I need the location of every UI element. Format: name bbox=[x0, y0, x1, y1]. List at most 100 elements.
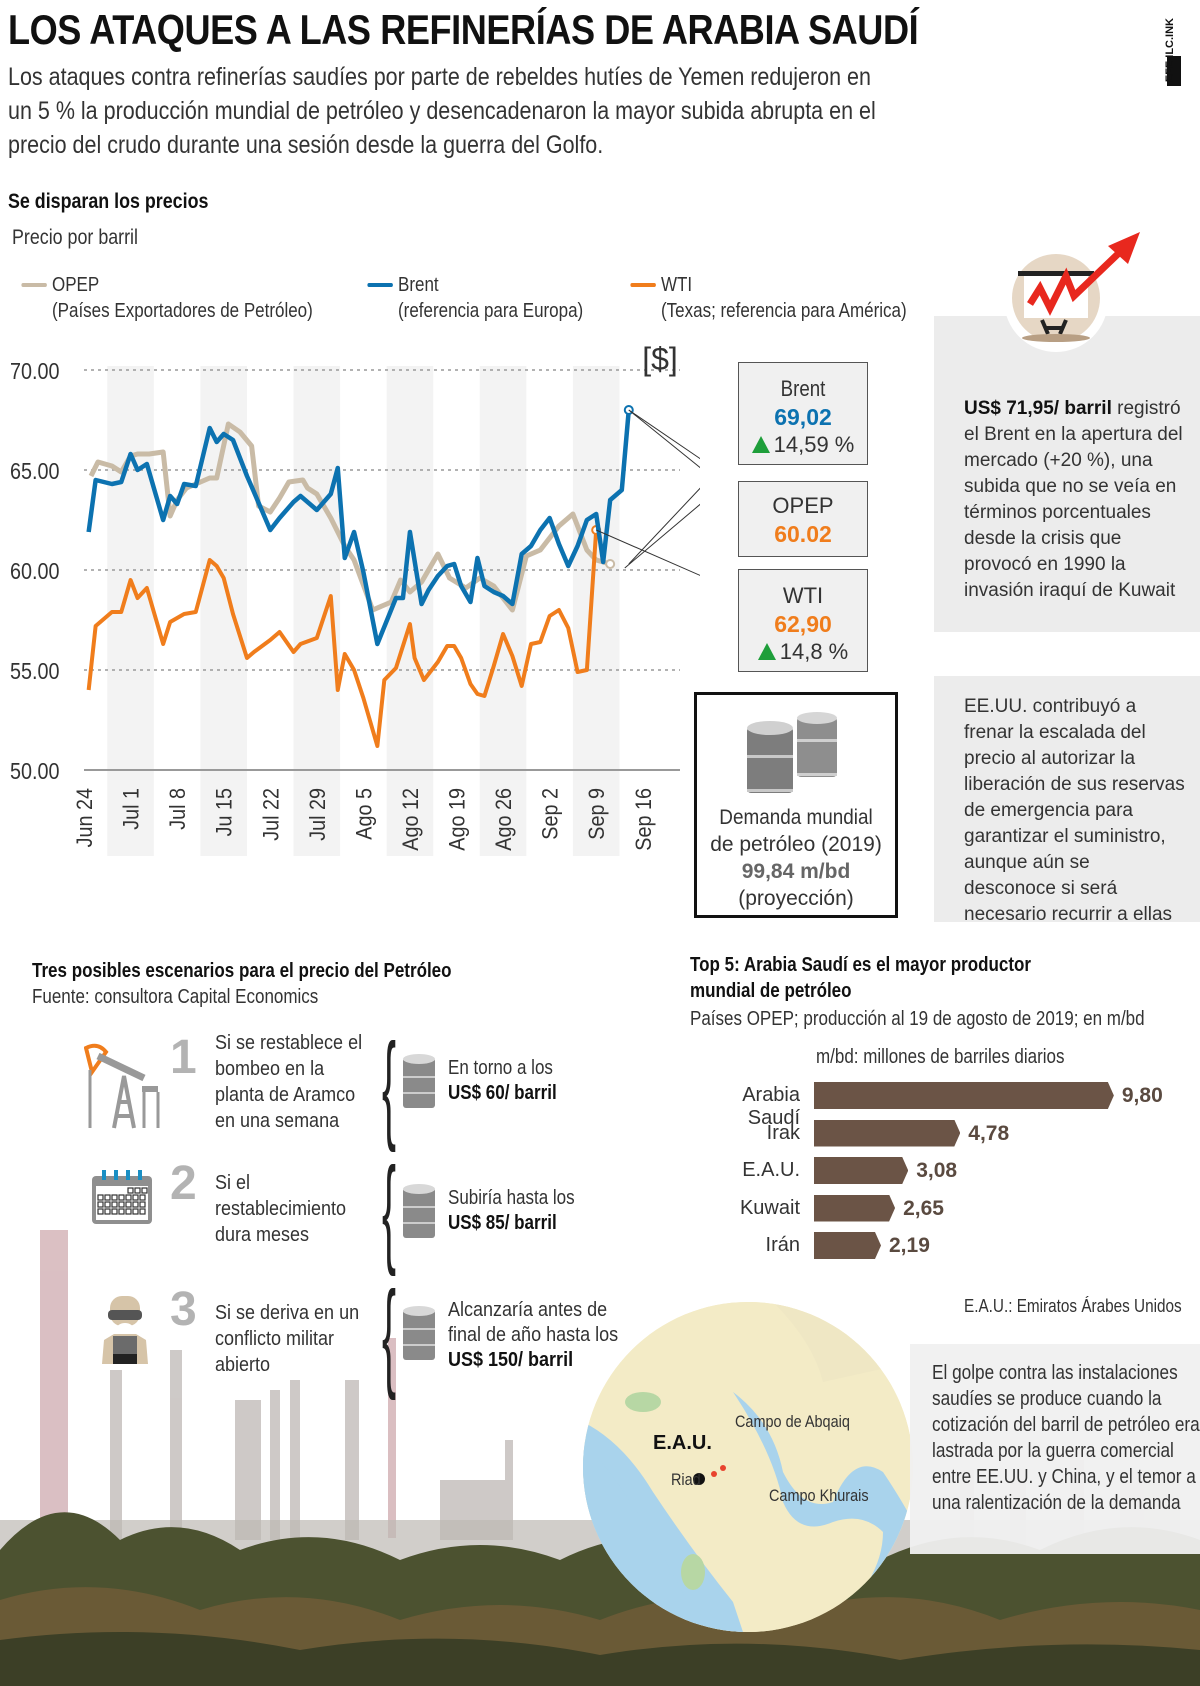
rising-chart-icon bbox=[1012, 232, 1140, 342]
top5-unit-note: m/bd: millones de barriles diarios bbox=[816, 1046, 1065, 1068]
production-bar-chart: Arabia Saudí 9,80 Irak 4,78 E.A.U. 3,08 Kuwait… bbox=[690, 1078, 1200, 1268]
scenario-condition: Si se deriva en un conflicto militar abi… bbox=[215, 1302, 360, 1376]
endpoint-marker-opep bbox=[605, 559, 616, 569]
map-graphic bbox=[583, 1302, 913, 1632]
callout-label: OPEP bbox=[772, 493, 834, 518]
usa-reserves-text: EE.UU. contribuyó a frenar la escalada d… bbox=[964, 696, 1185, 925]
legend-desc: (Países Exportadores de Petróleo) bbox=[52, 300, 313, 322]
eau-footnote: E.A.U.: Emiratos Árabes Unidos bbox=[964, 1296, 1182, 1316]
bar bbox=[814, 1120, 960, 1147]
scenario-1 bbox=[83, 1042, 168, 1137]
scenario-number: 3 bbox=[170, 1283, 197, 1336]
legend-desc: (Texas; referencia para América) bbox=[661, 300, 907, 322]
scenario-result-text: Subiría hasta los bbox=[448, 1187, 575, 1209]
legend-swatch-brent bbox=[367, 283, 393, 287]
up-triangle-icon bbox=[751, 436, 770, 453]
abqaiq-marker-icon bbox=[720, 1465, 726, 1471]
bar-value-label: 4,78 bbox=[968, 1121, 1010, 1145]
demand-line2: de petróleo (2019) bbox=[710, 833, 882, 856]
x-tick-label: Jul 22 bbox=[259, 788, 283, 841]
usa-reserves-panel: EE.UU. contribuyó a frenar la escalada d… bbox=[934, 676, 1200, 925]
callout-value: 62,90 bbox=[774, 611, 832, 637]
scenarios-source: Fuente: consultora Capital Economics bbox=[32, 986, 319, 1008]
demand-note: (proyección) bbox=[738, 887, 854, 910]
top5-title: Top 5: Arabia Saudí es el mayor producto… bbox=[690, 954, 1032, 1002]
scenario-result: Alcanzaría antes de final de año hasta l… bbox=[448, 1298, 619, 1373]
series-line-wti bbox=[86, 529, 599, 748]
leader-line-opep bbox=[624, 503, 700, 569]
bar-category-label: Arabia Saudí bbox=[742, 1084, 800, 1129]
top5-subtitle: Países OPEP; producción al 19 de agosto … bbox=[690, 1008, 1145, 1030]
brace-icon: { bbox=[382, 1143, 397, 1277]
x-tick-label: Jun 24 bbox=[73, 788, 97, 848]
y-tick-label: 60.00 bbox=[10, 559, 60, 585]
refinery-photo bbox=[0, 1230, 1200, 1686]
scenario-result-price: US$ 85/ barril bbox=[448, 1212, 557, 1234]
x-tick-label: Ago 5 bbox=[352, 788, 376, 840]
rising-chart-icon-circle bbox=[1004, 232, 1140, 352]
up-triangle-icon bbox=[757, 643, 776, 660]
brent-open-panel: US$ 71,95/ barril registró el Brent en l… bbox=[934, 316, 1200, 632]
callout-brent: Brent 69,02 14,59 % bbox=[738, 362, 868, 465]
leader-line-brent bbox=[628, 409, 700, 460]
x-tick-label: Sep 2 bbox=[539, 788, 563, 840]
legend-item-wti: WTI (Texas; referencia para América) bbox=[630, 272, 907, 324]
scenario-number: 1 bbox=[170, 1031, 197, 1084]
legend-label: OPEP bbox=[52, 274, 100, 296]
trade-war-text: El golpe contra las instalaciones saudíe… bbox=[932, 1362, 1200, 1514]
callout-change: 14,8 % bbox=[779, 639, 849, 664]
bar-category-label: Irán bbox=[765, 1234, 800, 1256]
legend-swatch-wti bbox=[630, 283, 656, 287]
scenario-result-price: US$ 60/ barril bbox=[448, 1082, 557, 1104]
legend-label: WTI bbox=[661, 274, 693, 296]
bar-value-label: 3,08 bbox=[916, 1159, 958, 1182]
logo-text: EFE ILC.INK bbox=[1164, 18, 1176, 83]
week-band bbox=[572, 366, 620, 856]
scenario-result-text: Alcanzaría antes de final de año hasta l… bbox=[448, 1299, 619, 1346]
bar-category-label: Irak bbox=[766, 1121, 800, 1144]
y-tick-label: 50.00 bbox=[10, 759, 60, 785]
x-tick-label: Jul 8 bbox=[166, 788, 190, 830]
soldier-icon bbox=[102, 1296, 148, 1364]
callout-change: 14,59 % bbox=[773, 432, 855, 457]
scenario-result: Subiría hasta los US$ 85/ barril bbox=[448, 1186, 575, 1236]
oil-barrels-icon bbox=[747, 712, 837, 793]
chart-subtitle: Precio por barril bbox=[12, 226, 138, 249]
logo-block-icon bbox=[1167, 56, 1181, 86]
brace-icon: { bbox=[382, 1267, 397, 1401]
callout-value: 69,02 bbox=[774, 404, 832, 430]
legend-item-opep: OPEP (Países Exportadores de Petróleo) bbox=[21, 272, 313, 324]
x-tick-label: Jul 29 bbox=[306, 788, 330, 841]
callout-value: 60.02 bbox=[774, 521, 832, 547]
callout-wti: WTI 62,90 14,8 % bbox=[738, 569, 868, 672]
scenario-number: 2 bbox=[170, 1157, 197, 1210]
map-capital-riad: Riad bbox=[671, 1470, 701, 1489]
scenario-condition: Si se restablece el bombeo en la planta … bbox=[215, 1032, 363, 1132]
scenario-2 bbox=[90, 1170, 154, 1231]
scenario-3 bbox=[100, 1294, 150, 1371]
price-line-chart: 70.00 65.00 60.00 55.00 50.00 Jun 24 Jul 1 Jul… bbox=[10, 341, 700, 856]
legend-item-brent: Brent (referencia para Europa) bbox=[367, 272, 584, 324]
x-tick-label: Sep 16 bbox=[632, 788, 656, 851]
week-band bbox=[479, 366, 527, 856]
legend-desc: (referencia para Europa) bbox=[398, 300, 584, 322]
scenarios-heading: Tres posibles escenarios para el precio … bbox=[32, 960, 452, 982]
y-tick-label: 65.00 bbox=[10, 459, 60, 485]
demand-line1: Demanda mundial bbox=[719, 806, 873, 829]
callout-label: WTI bbox=[782, 583, 824, 608]
leader-line-opep bbox=[628, 487, 700, 565]
bar-value-label: 2,65 bbox=[903, 1196, 944, 1220]
x-tick-label: Ago 26 bbox=[492, 788, 516, 851]
week-band bbox=[386, 366, 434, 856]
brent-open-text: registró el Brent en la apertura del mer… bbox=[964, 398, 1183, 601]
y-tick-label: 55.00 bbox=[10, 659, 60, 685]
y-tick-label: 70.00 bbox=[10, 359, 60, 385]
series-line-brent bbox=[86, 409, 632, 647]
barrel-icon bbox=[402, 1306, 436, 1367]
series-line-opep bbox=[88, 421, 611, 613]
unit-label: [$] bbox=[642, 341, 678, 377]
callout-opep: OPEP 60.02 bbox=[738, 481, 868, 557]
brent-open-price: US$ 71,95/ barril bbox=[964, 398, 1112, 419]
x-tick-label: Ago 12 bbox=[399, 788, 423, 851]
brace-icon: { bbox=[382, 1019, 397, 1153]
